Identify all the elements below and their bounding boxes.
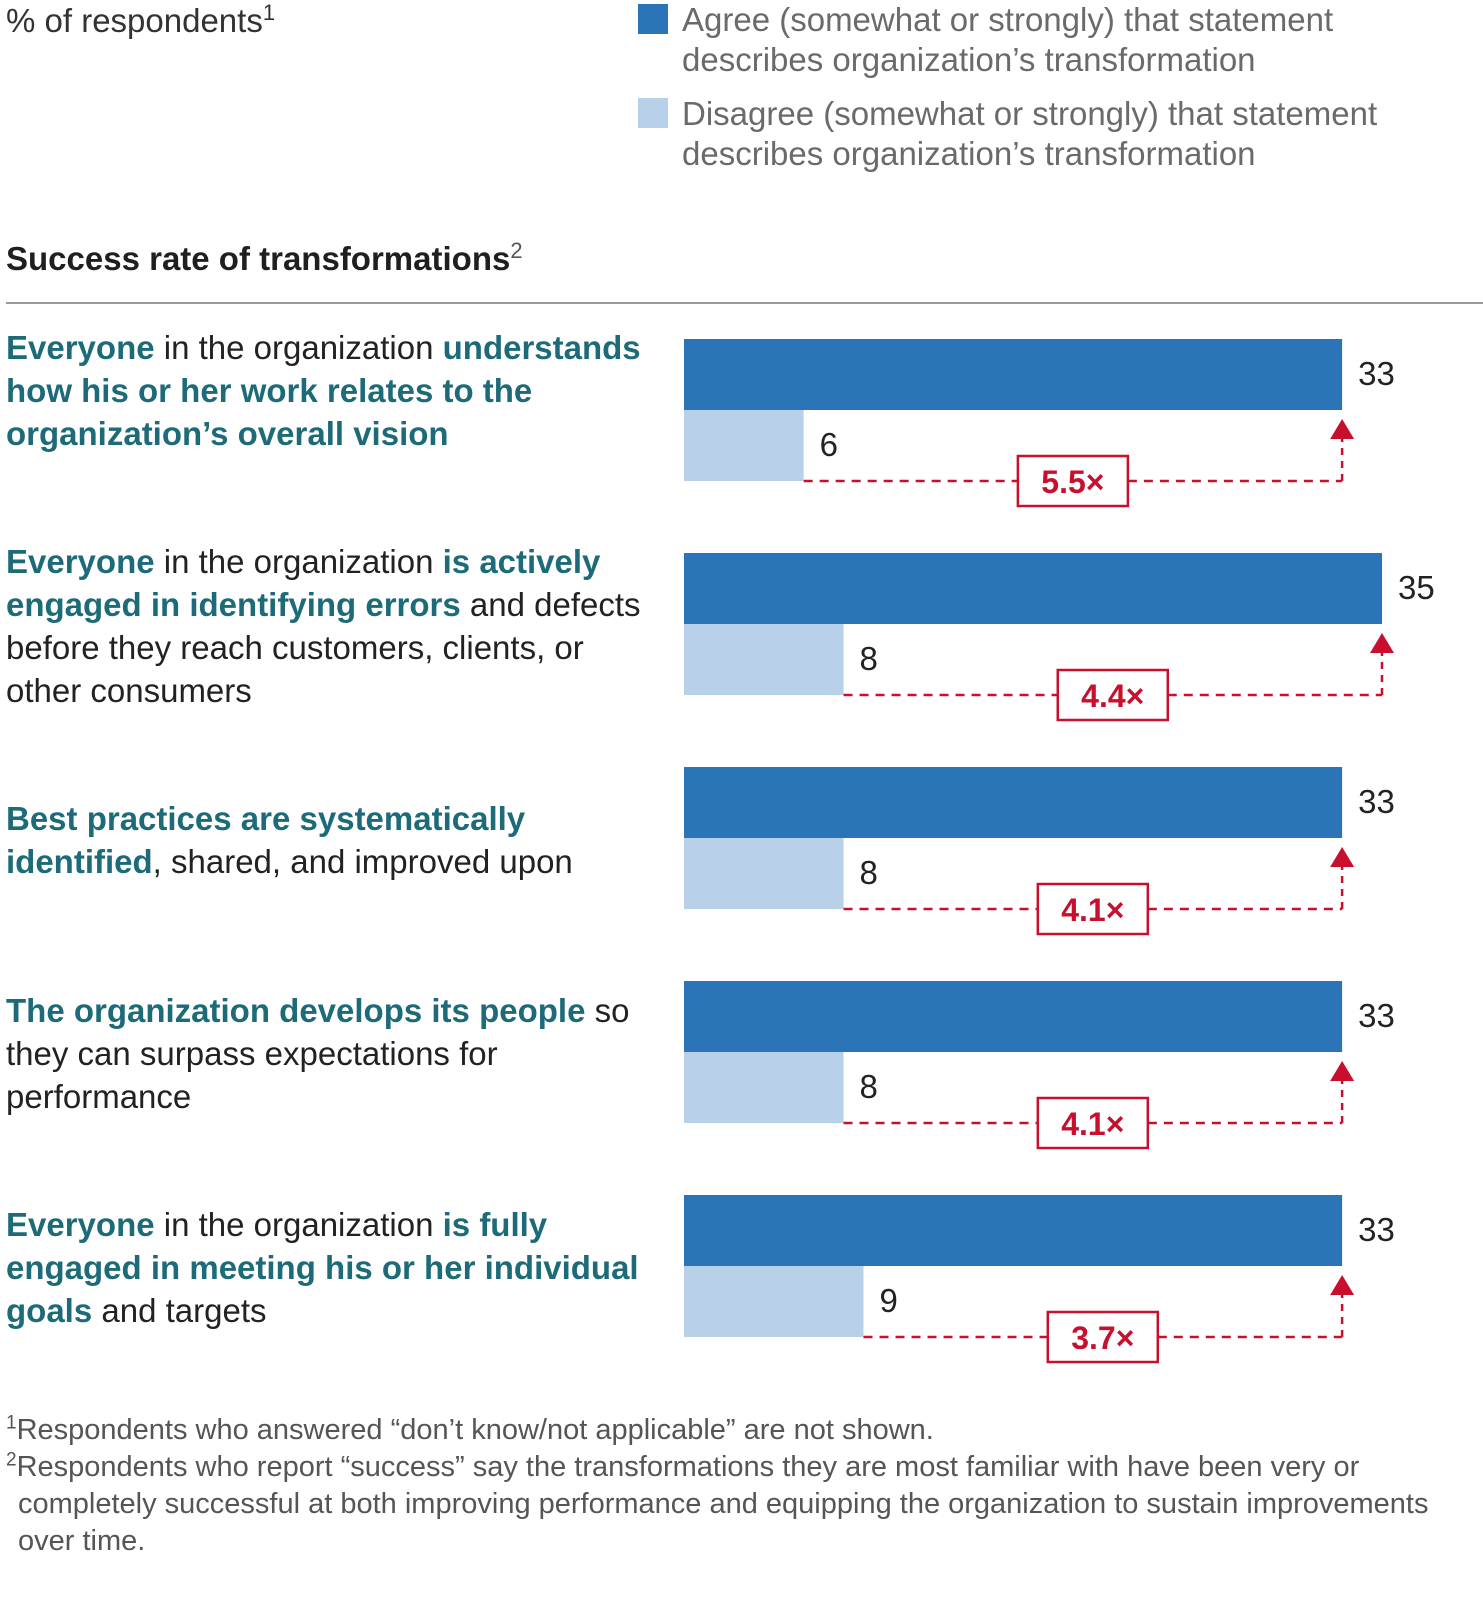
statement-5: Everyone in the organization is fully en…: [6, 1203, 656, 1332]
arrow-up-icon: [1330, 1061, 1355, 1081]
statement-highlight: is actively engaged in identifying error…: [6, 543, 601, 623]
statement-highlight: Best practices are systematically identi…: [6, 800, 526, 880]
statement-4: The organization develops its people so …: [6, 989, 656, 1118]
chart-subtitle: Success rate of transformations2: [6, 238, 523, 278]
statement-highlight: is fully engaged in meeting his or her i…: [6, 1206, 639, 1329]
legend-label-agree: Agree (somewhat or strongly) that statem…: [682, 1, 1334, 78]
statement-highlight: Everyone: [6, 1206, 155, 1243]
agree-bar: [684, 339, 1343, 410]
statement-text: in the organization: [154, 329, 443, 366]
multiplier-box: [1016, 454, 1130, 508]
statement-highlight: Everyone: [6, 543, 155, 580]
disagree-value-label: 9: [879, 1282, 897, 1319]
units-footnote-marker: 1: [262, 0, 276, 25]
disagree-value-label: 8: [860, 854, 878, 891]
statement-text: so they can surpass expectations for per…: [6, 992, 630, 1115]
statement-1: Everyone in the organization understands…: [6, 326, 656, 455]
agree-bar: [684, 553, 1382, 624]
disagree-bar: [684, 410, 804, 481]
statement-highlight: Everyone: [6, 329, 155, 366]
disagree-value-label: 8: [860, 640, 878, 677]
statement-highlight: understands how his or her work relates …: [6, 329, 641, 452]
agree-bar: [684, 1195, 1343, 1266]
disagree-value-label: 6: [820, 426, 838, 463]
statement-highlight: The organization develops its people: [6, 992, 586, 1029]
statement-2: Everyone in the organization is actively…: [6, 540, 656, 712]
units-label: % of respondents1: [6, 0, 276, 40]
multiplier-label: 4.1×: [1061, 892, 1124, 928]
arrow-up-icon: [1330, 1275, 1355, 1295]
disagree-bar: [684, 624, 844, 695]
agree-value-label: 33: [1358, 997, 1395, 1034]
agree-value-label: 33: [1358, 783, 1395, 820]
arrow-up-icon: [1330, 419, 1355, 439]
legend-swatch-disagree: [638, 98, 668, 128]
multiplier-label: 4.1×: [1061, 1106, 1124, 1142]
agree-value-label: 33: [1358, 1211, 1395, 1248]
subtitle-footnote-marker: 2: [510, 238, 523, 263]
header-divider: [6, 302, 1483, 304]
arrow-up-icon: [1370, 633, 1394, 653]
multiplier-label: 4.4×: [1081, 678, 1144, 714]
disagree-value-label: 8: [860, 1068, 878, 1105]
statement-text: , shared, and improved upon: [152, 843, 573, 880]
disagree-bar: [684, 1052, 844, 1123]
multiplier-label: 5.5×: [1041, 464, 1104, 500]
statement-text: and defects before they reach customers,…: [6, 586, 641, 709]
legend-label-disagree: Disagree (somewhat or strongly) that sta…: [682, 95, 1378, 172]
multiplier-box: [1056, 668, 1170, 722]
agree-bar: [684, 981, 1343, 1052]
legend-swatch-agree: [638, 4, 668, 34]
agree-value-label: 35: [1398, 569, 1435, 606]
multiplier-box: [1046, 1310, 1160, 1364]
footnote-2: 2Respondents who report “success” say th…: [6, 1449, 1429, 1557]
agree-value-label: 33: [1358, 355, 1395, 392]
multiplier-box: [1036, 882, 1150, 936]
disagree-bar: [684, 1266, 864, 1337]
multiplier-label: 3.7×: [1071, 1320, 1134, 1356]
multiplier-box: [1036, 1096, 1150, 1150]
statement-text: and targets: [92, 1292, 267, 1329]
arrow-up-icon: [1330, 847, 1355, 867]
statement-3: Best practices are systematically identi…: [6, 797, 656, 883]
disagree-bar: [684, 838, 844, 909]
statement-text: in the organization: [154, 543, 443, 580]
statement-text: in the organization: [154, 1206, 443, 1243]
agree-bar: [684, 767, 1343, 838]
footnotes: 1Respondents who answered “don’t know/no…: [6, 1412, 1476, 1560]
footnote-1: 1Respondents who answered “don’t know/no…: [6, 1412, 934, 1446]
